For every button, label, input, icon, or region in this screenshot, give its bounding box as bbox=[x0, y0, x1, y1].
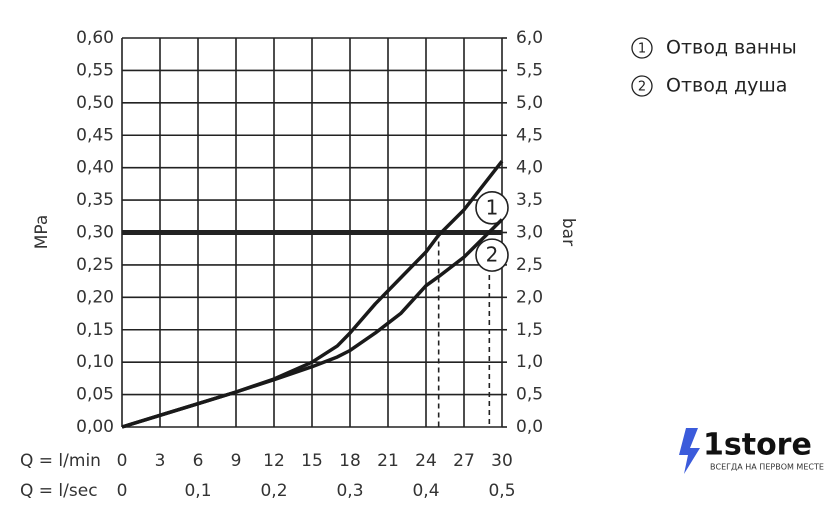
x2-tick-label: 0,1 bbox=[184, 481, 211, 501]
legend-marker-circle bbox=[631, 75, 653, 97]
y-tick-label: 0,30 bbox=[76, 223, 114, 243]
y-tick-label: 0,00 bbox=[76, 417, 114, 437]
legend-label: Отвод ванны bbox=[666, 37, 797, 59]
logo: 1store ВСЕГДА НА ПЕРВОМ МЕСТЕ bbox=[679, 428, 824, 474]
y2-tick-label: 5,5 bbox=[516, 60, 543, 80]
x2-tick-label: 0,2 bbox=[260, 481, 287, 501]
y-axis-label: MPa bbox=[32, 215, 52, 250]
y2-tick-label: 0,0 bbox=[516, 417, 543, 437]
y2-tick-label: 3,0 bbox=[516, 223, 543, 243]
x-axis-label: Q = l/min bbox=[20, 451, 101, 471]
y-tick-label: 0,60 bbox=[76, 28, 114, 48]
series-marker: 1 bbox=[486, 195, 499, 219]
x-tick-label: 15 bbox=[301, 451, 323, 471]
x2-tick-label: 0,3 bbox=[336, 481, 363, 501]
y-tick-label: 0,55 bbox=[76, 60, 114, 80]
y2-tick-label: 1,0 bbox=[516, 352, 543, 372]
x2-tick-label: 0,5 bbox=[488, 481, 515, 501]
x-tick-label: 9 bbox=[231, 451, 242, 471]
y2-tick-label: 3,5 bbox=[516, 190, 543, 210]
y2-tick-label: 4,5 bbox=[516, 125, 543, 145]
x2-tick-label: 0,4 bbox=[412, 481, 439, 501]
y-tick-label: 0,25 bbox=[76, 255, 114, 275]
y2-tick-label: 2,0 bbox=[516, 287, 543, 307]
x-tick-label: 21 bbox=[377, 451, 399, 471]
y2-tick-label: 5,0 bbox=[516, 93, 543, 113]
y-tick-label: 0,35 bbox=[76, 190, 114, 210]
y-tick-label: 0,45 bbox=[76, 125, 114, 145]
y-tick-label: 0,40 bbox=[76, 158, 114, 178]
y2-tick-label: 6,0 bbox=[516, 28, 543, 48]
legend-marker: 2 bbox=[638, 80, 646, 95]
legend-label: Отвод душа bbox=[666, 75, 787, 97]
y2-axis-label: bar bbox=[558, 218, 578, 246]
series-line bbox=[121, 218, 504, 429]
x-tick-label: 6 bbox=[193, 451, 204, 471]
logo-name: 1store bbox=[703, 428, 812, 463]
y2-tick-label: 1,5 bbox=[516, 320, 543, 340]
legend-marker-circle bbox=[631, 37, 653, 59]
x-tick-label: 27 bbox=[453, 451, 475, 471]
x-tick-label: 12 bbox=[263, 451, 285, 471]
y-tick-label: 0,20 bbox=[76, 287, 114, 307]
series-marker-circle bbox=[475, 191, 509, 225]
y2-tick-label: 2,5 bbox=[516, 255, 543, 275]
x-tick-label: 18 bbox=[339, 451, 361, 471]
x-tick-label: 0 bbox=[117, 451, 128, 471]
y2-tick-label: 4,0 bbox=[516, 158, 543, 178]
y-tick-label: 0,10 bbox=[76, 352, 114, 372]
y-tick-label: 0,05 bbox=[76, 385, 114, 405]
x2-tick-label: 0 bbox=[117, 481, 128, 501]
x-tick-label: 3 bbox=[155, 451, 166, 471]
y-tick-label: 0,15 bbox=[76, 320, 114, 340]
y-tick-label: 0,50 bbox=[76, 93, 114, 113]
x2-axis-label: Q = l/sec bbox=[20, 481, 98, 501]
legend-marker: 1 bbox=[638, 42, 646, 57]
y2-tick-label: 0,5 bbox=[516, 385, 543, 405]
logo-tagline: ВСЕГДА НА ПЕРВОМ МЕСТЕ bbox=[710, 463, 824, 472]
logo-icon bbox=[679, 428, 700, 474]
x-tick-label: 24 bbox=[415, 451, 437, 471]
series-marker-circle bbox=[475, 238, 509, 272]
series-marker: 2 bbox=[486, 243, 499, 267]
x-tick-label: 30 bbox=[491, 451, 513, 471]
